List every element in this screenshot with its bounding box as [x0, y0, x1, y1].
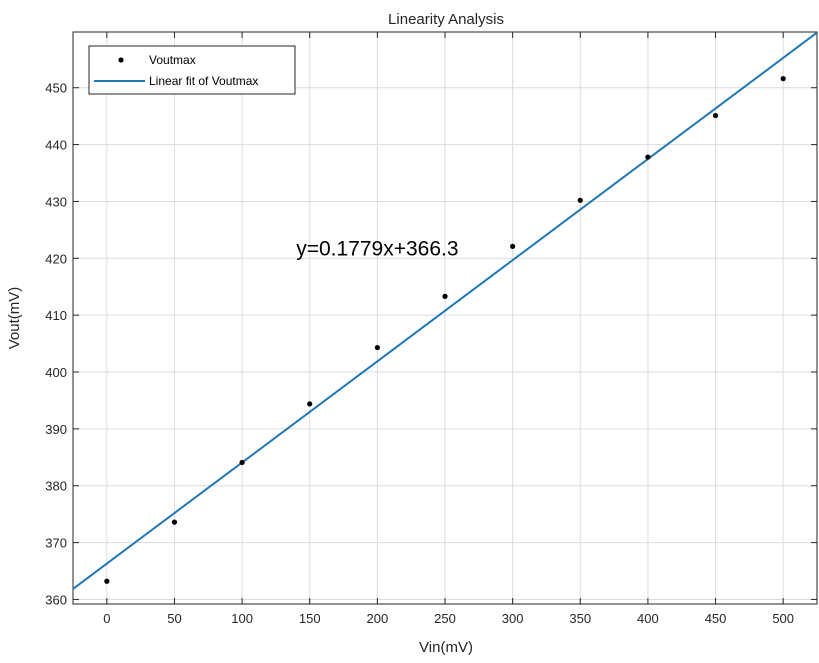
y-tick-label: 420: [45, 251, 67, 266]
y-tick-label: 450: [45, 81, 67, 96]
x-tick-label: 500: [772, 611, 794, 626]
x-tick-label: 400: [637, 611, 659, 626]
legend-box: [88, 45, 296, 95]
y-tick-label: 360: [45, 592, 67, 607]
x-axis-label: Vin(mV): [419, 639, 473, 656]
data-point: [374, 344, 380, 351]
y-tick-label: 410: [45, 308, 67, 323]
legend-marker-voutmax: [118, 57, 124, 63]
y-tick-label: 430: [45, 194, 67, 209]
y-tick-label: 440: [45, 138, 67, 153]
y-tick-label: 380: [45, 479, 67, 494]
y-axis-label: Vout(mV): [6, 287, 23, 350]
y-tick-label: 400: [45, 365, 67, 380]
x-tick-label: 150: [299, 611, 321, 626]
x-tick-label: 250: [434, 611, 456, 626]
x-tick-label: 200: [367, 611, 389, 626]
x-tick-label: 300: [502, 611, 524, 626]
axis-ticks: 0 50 100 150 200 250 300 350 400 450 500 360 370 380 3…: [45, 32, 817, 626]
grid: [73, 32, 817, 604]
data-point: [307, 401, 313, 407]
data-point: [510, 243, 516, 249]
data-point: [239, 459, 245, 466]
legend: Voutmax Linear fit of Voutmax: [88, 45, 296, 95]
x-tick-label: 100: [231, 611, 253, 626]
x-tick-label: 450: [705, 611, 727, 626]
data-point: [171, 519, 178, 525]
data-point: [645, 154, 651, 160]
fit-line: [72, 31, 818, 590]
x-tick-label: 50: [167, 611, 181, 626]
x-tick-label: 0: [103, 611, 110, 626]
data-points: [104, 76, 786, 584]
legend-label-voutmax: Voutmax: [149, 53, 196, 67]
legend-label-fit: Linear fit of Voutmax: [149, 74, 258, 88]
x-tick-label: 350: [569, 611, 591, 626]
data-point: [104, 578, 110, 584]
y-tick-label: 370: [45, 536, 67, 551]
fit-equation-annotation: y=0.1779x+366.3: [296, 237, 458, 260]
data-point: [780, 76, 786, 82]
fit-line-layer: [72, 31, 818, 590]
data-point: [577, 197, 583, 203]
y-tick-label: 390: [45, 422, 67, 437]
data-point: [712, 112, 719, 119]
chart-title: Linearity Analysis: [388, 11, 504, 28]
data-point: [442, 293, 448, 299]
annotations: y=0.1779x+366.3: [296, 237, 458, 260]
